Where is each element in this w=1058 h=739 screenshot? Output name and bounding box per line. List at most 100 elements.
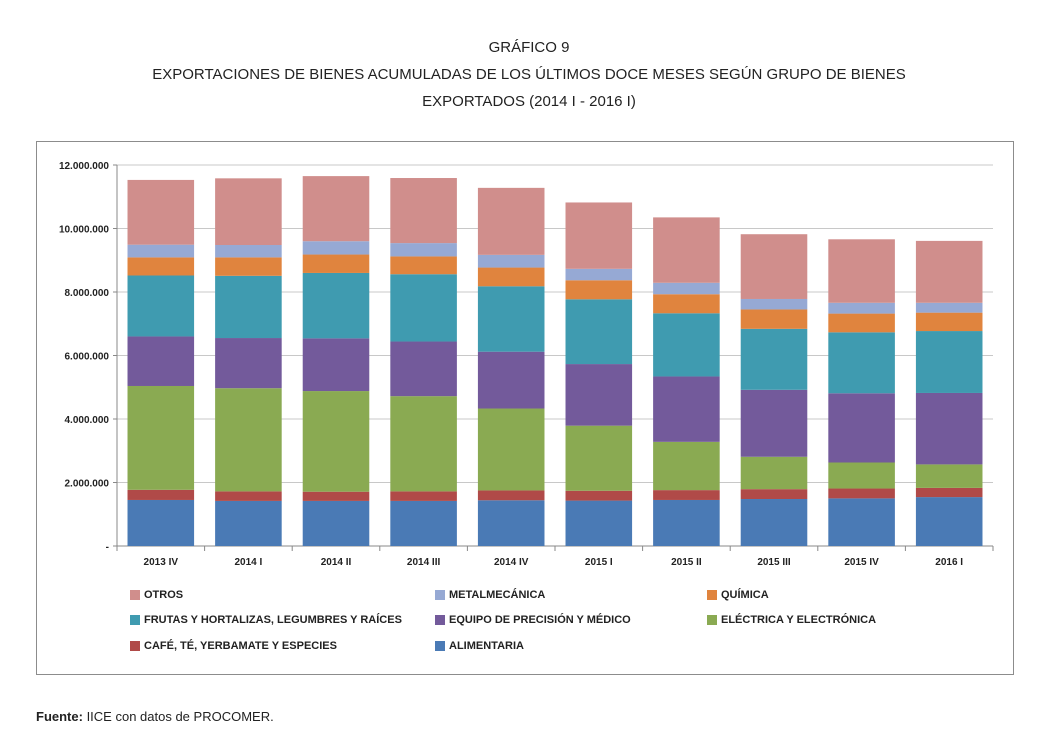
legend-item: EQUIPO DE PRECISIÓN Y MÉDICO <box>435 612 631 628</box>
x-tick-label: 2013 IV <box>144 557 179 568</box>
y-tick-label: 2.000.000 <box>65 479 110 490</box>
bar-segment <box>740 234 808 299</box>
bar-segment <box>915 331 983 393</box>
bar-segment <box>390 274 457 342</box>
bar-segment <box>477 408 545 491</box>
bar-segment <box>127 385 195 490</box>
bar-segment <box>653 282 720 295</box>
bar-segment <box>565 280 633 300</box>
bar-segment <box>302 391 370 492</box>
bar-segment <box>215 338 282 389</box>
legend-label: CAFÉ, TÉ, YERBAMATE Y ESPECIES <box>144 640 337 652</box>
legend-swatch <box>435 590 445 600</box>
bar-segment <box>215 275 282 339</box>
bar-segment <box>127 336 195 386</box>
bar-segment <box>565 202 633 269</box>
bar-segment <box>653 313 720 377</box>
y-tick-label: 8.000.000 <box>65 288 110 299</box>
legend-item: QUÍMICA <box>707 587 769 603</box>
bar-segment <box>828 313 895 333</box>
bar-segment <box>565 425 633 491</box>
bar-segment <box>740 328 808 390</box>
bar-segment <box>477 187 545 255</box>
chart-title-line-1: GRÁFICO 9 <box>488 39 570 56</box>
legend-swatch <box>435 615 445 625</box>
legend-swatch <box>130 641 140 651</box>
bar-segment <box>653 490 720 500</box>
y-tick-label: 12.000.000 <box>59 161 109 172</box>
bar-segment <box>915 302 983 313</box>
y-tick-label: 6.000.000 <box>65 352 110 363</box>
legend-item: FRUTAS Y HORTALIZAS, LEGUMBRES Y RAÍCES <box>130 612 402 628</box>
bar-segment <box>653 294 720 314</box>
bar-segment <box>127 275 195 337</box>
x-tick-label: 2014 IV <box>494 557 529 568</box>
bar-segment <box>302 241 370 255</box>
bar-segment <box>828 498 895 546</box>
bar-segment <box>565 364 633 426</box>
legend-swatch <box>707 590 717 600</box>
bar-segment <box>740 298 808 310</box>
bar-segment <box>390 491 457 501</box>
bar-segment <box>565 490 633 501</box>
y-tick-label: - <box>106 542 109 553</box>
source-label: Fuente: <box>36 709 83 724</box>
bar-segment <box>215 178 282 246</box>
bar-segment <box>477 267 545 287</box>
bar-segment <box>828 332 895 394</box>
legend-swatch <box>130 590 140 600</box>
bar-segment <box>653 217 720 283</box>
bar-segment <box>653 499 720 546</box>
bar-segment <box>477 254 545 268</box>
legend-item: ALIMENTARIA <box>435 638 524 654</box>
bar-segment <box>215 388 282 492</box>
bar-segment <box>302 254 370 273</box>
bar-segment <box>215 257 282 276</box>
bar-segment <box>740 389 808 457</box>
bar-segment <box>828 302 895 314</box>
bar-segment <box>915 392 983 465</box>
x-tick-label: 2016 I <box>935 557 963 568</box>
legend-label: FRUTAS Y HORTALIZAS, LEGUMBRES Y RAÍCES <box>144 614 402 626</box>
legend-label: METALMECÁNICA <box>449 589 546 601</box>
stacked-bar-chart: - 2.000.000 4.000.000 6.000.000 8.000.000 10.… <box>59 161 994 568</box>
bar-segment <box>302 176 370 242</box>
legend-label: QUÍMICA <box>721 589 769 601</box>
source-note: Fuente: IICE con datos de PROCOMER. <box>36 709 274 724</box>
legend-label: OTROS <box>144 589 184 601</box>
bar-segment <box>215 491 282 501</box>
bar-segment <box>828 462 895 489</box>
legend-item: ELÉCTRICA Y ELECTRÓNICA <box>707 612 876 628</box>
bar-segment <box>302 500 370 546</box>
bar-segment <box>740 309 808 329</box>
x-tick-label: 2014 I <box>234 557 262 568</box>
bar-segment <box>390 243 457 257</box>
bar-segment <box>477 286 545 352</box>
chart-title-line-3: EXPORTADOS (2014 I - 2016 I) <box>422 93 636 110</box>
bar-segment <box>127 257 195 276</box>
bar-segment <box>828 239 895 303</box>
bar-segment <box>565 500 633 546</box>
bar-segment <box>127 244 195 258</box>
bar-segment <box>477 500 545 546</box>
bar-segment <box>477 351 545 409</box>
bar-segment <box>390 396 457 492</box>
y-tick-label: 10.000.000 <box>59 225 109 236</box>
legend-item: METALMECÁNICA <box>435 587 545 603</box>
legend-swatch <box>130 615 140 625</box>
legend-swatch <box>435 641 445 651</box>
bar-segment <box>915 464 983 488</box>
bar-segment <box>740 499 808 546</box>
bar-segment <box>653 376 720 442</box>
bar-segment <box>215 245 282 258</box>
bar-segment <box>653 441 720 491</box>
bar-segment <box>915 240 983 303</box>
x-tick-label: 2014 III <box>407 557 441 568</box>
bar-segment <box>565 299 633 365</box>
bar-segment <box>477 490 545 501</box>
legend-label: ELÉCTRICA Y ELECTRÓNICA <box>721 614 877 626</box>
bar-segment <box>390 341 457 397</box>
bar-segment <box>127 499 195 546</box>
bar-segment <box>740 489 808 500</box>
bar-segment <box>215 500 282 546</box>
